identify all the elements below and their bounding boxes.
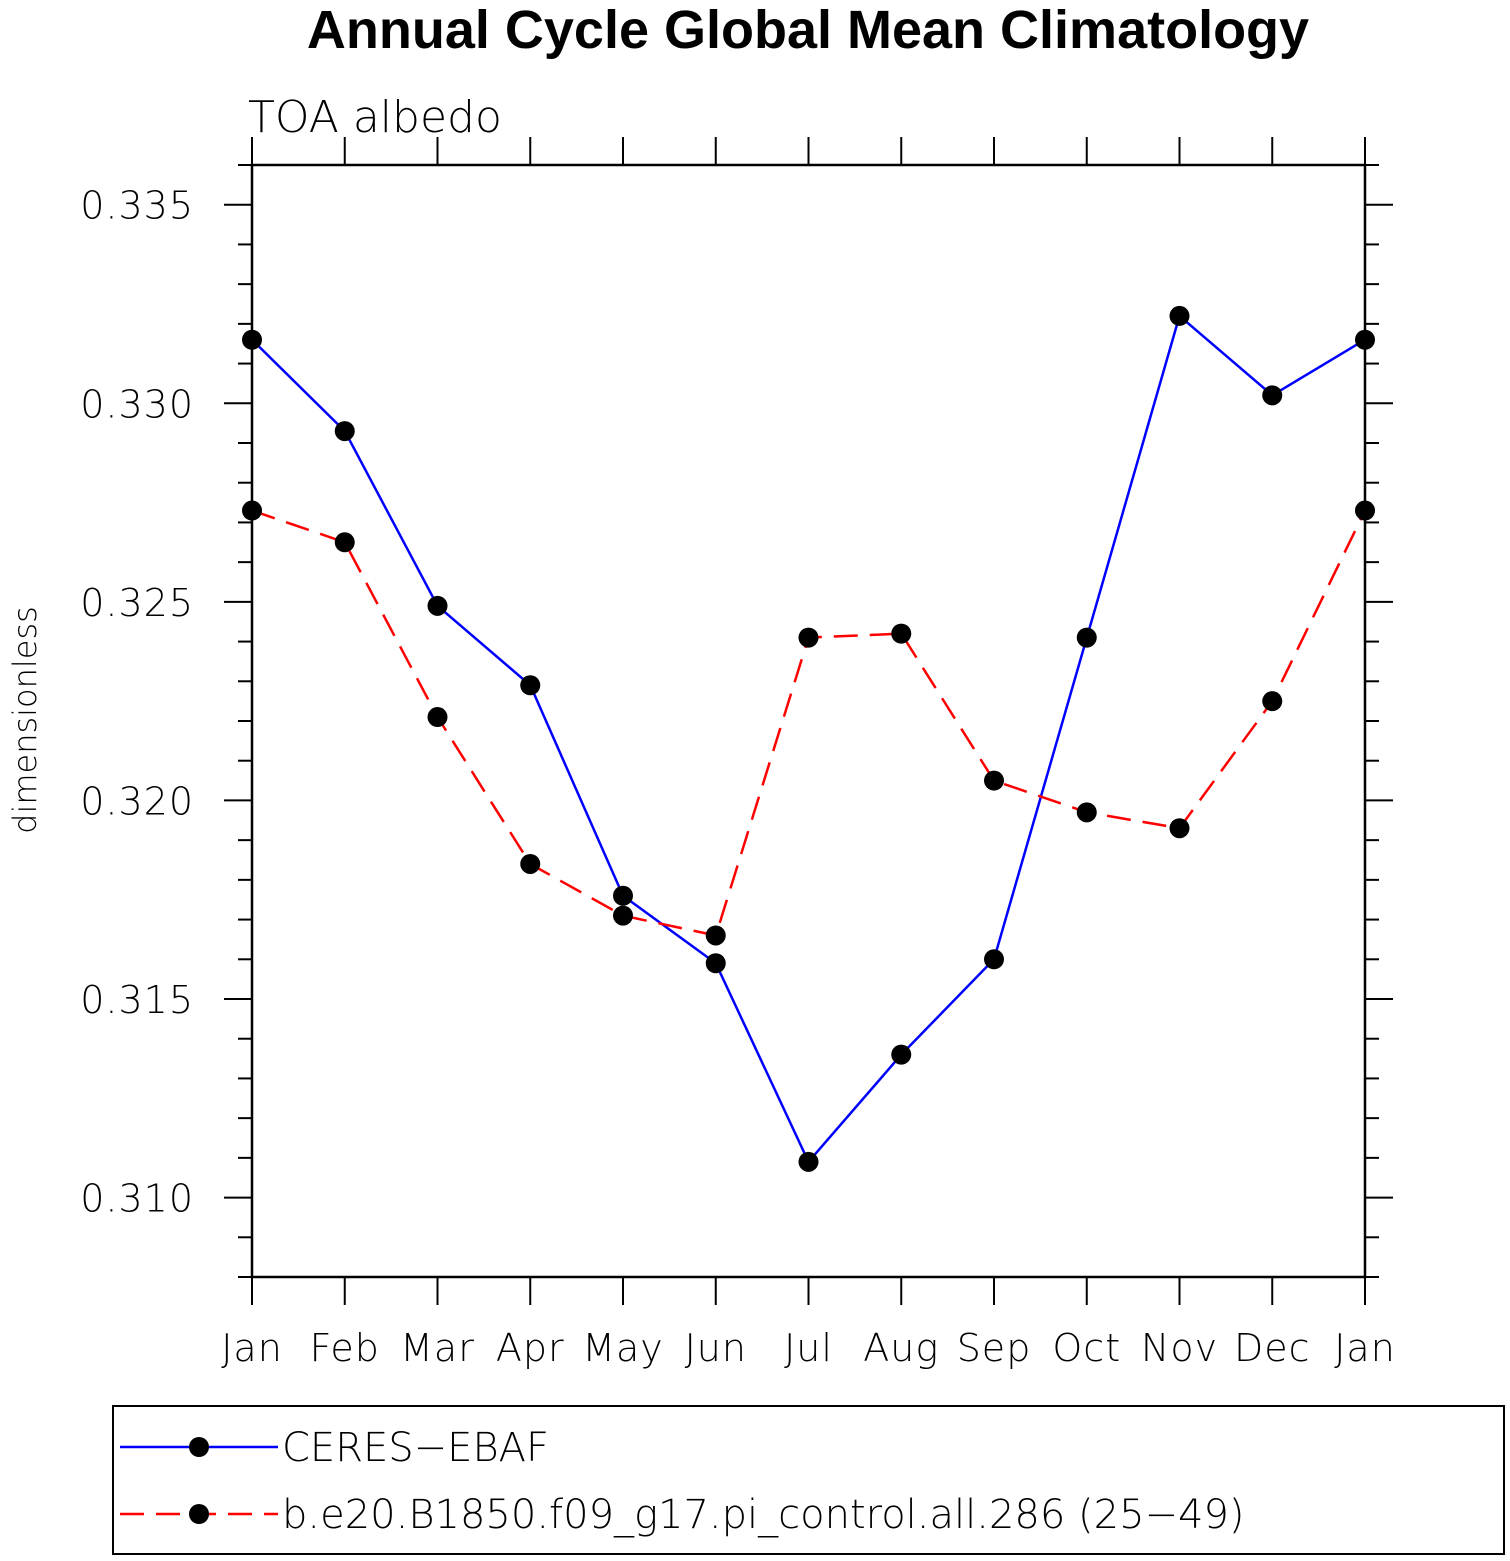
x-tick-label: Sep [957, 1326, 1032, 1370]
x-tick-label: Jan [1334, 1326, 1396, 1370]
y-tick-label: 0.325 [80, 581, 194, 625]
legend: CERES−EBAF b.e20.B1850.f09_g17.pi_contro… [112, 1405, 1505, 1555]
data-point-series-0 [891, 1044, 912, 1065]
legend-marker-model [189, 1504, 209, 1524]
data-point-series-1 [798, 627, 819, 648]
x-axis-ticks: Jan Feb Mar Apr May Jun Jul Aug Sep Oct Nov Dec Jan [221, 137, 1396, 1370]
legend-marker-ceres [189, 1437, 209, 1457]
data-point-series-0 [798, 1151, 819, 1172]
legend-box [112, 1405, 1505, 1555]
data-point-series-0 [1169, 305, 1190, 326]
data-point-series-0 [1262, 385, 1283, 406]
data-point-series-1 [984, 770, 1004, 791]
x-tick-label: Jun [685, 1326, 747, 1370]
series-line-1 [251, 509, 1367, 937]
x-tick-label: Jul [784, 1326, 833, 1370]
x-tick-label: Feb [310, 1326, 380, 1370]
x-tick-label: Oct [1052, 1326, 1121, 1370]
series-layer [242, 305, 1375, 1172]
data-point-series-1 [613, 905, 633, 926]
data-point-series-1 [427, 707, 448, 728]
y-axis-label: dimensionless [6, 606, 44, 834]
data-point-series-0 [984, 949, 1004, 970]
data-point-series-1 [242, 500, 262, 521]
legend-label-ceres: CERES−EBAF [282, 1425, 549, 1471]
x-tick-label: Nov [1141, 1326, 1218, 1370]
data-point-series-1 [1076, 802, 1097, 823]
series-line-0 [251, 314, 1366, 1164]
data-point-series-1 [891, 623, 912, 644]
data-point-series-1 [334, 532, 355, 553]
x-tick-label: Dec [1234, 1326, 1311, 1370]
y-tick-label: 0.310 [80, 1177, 194, 1221]
y-tick-label: 0.330 [80, 382, 194, 426]
y-tick-label: 0.320 [80, 779, 194, 823]
x-tick-label: Apr [496, 1326, 565, 1370]
x-tick-label: Jan [221, 1326, 283, 1370]
legend-label-model: b.e20.B1850.f09_g17.pi_control.all.286 (… [282, 1492, 1245, 1538]
data-point-series-0 [705, 953, 726, 974]
y-tick-label: 0.335 [80, 184, 194, 228]
data-point-series-0 [1355, 329, 1375, 350]
data-point-series-0 [427, 595, 448, 616]
y-tick-label: 0.315 [80, 978, 194, 1022]
data-point-series-1 [705, 925, 726, 946]
data-point-series-0 [1076, 627, 1097, 648]
data-point-series-0 [242, 329, 262, 350]
data-point-series-1 [1355, 500, 1375, 521]
data-point-series-0 [334, 421, 355, 442]
x-tick-label: Mar [400, 1326, 475, 1370]
x-tick-label: May [582, 1326, 664, 1370]
chart-title: Annual Cycle Global Mean Climatology [307, 0, 1309, 60]
data-point-series-1 [1262, 691, 1283, 712]
data-point-series-0 [613, 885, 633, 906]
data-point-series-1 [520, 853, 541, 874]
data-point-series-1 [1169, 818, 1190, 839]
x-tick-label: Aug [863, 1326, 939, 1370]
y-axis-ticks: 0.310 0.315 0.320 0.325 0.330 0.335 [80, 164, 1393, 1278]
chart-subtitle: TOA albedo [248, 92, 502, 143]
data-point-series-0 [520, 675, 541, 696]
